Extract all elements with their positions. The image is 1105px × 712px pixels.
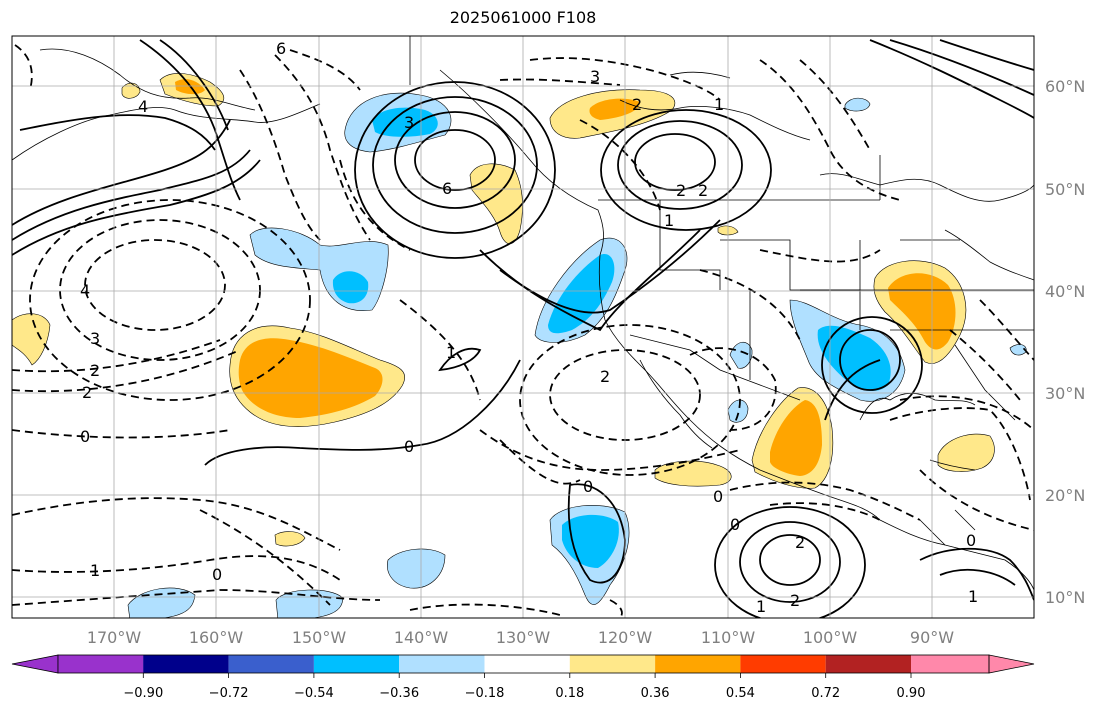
contour-label: 2: [698, 181, 708, 200]
contour-label: 0: [713, 487, 723, 506]
contour-label: 1: [968, 587, 978, 606]
map-frame: [11, 35, 1035, 619]
contour-label: 1: [90, 561, 100, 580]
lon-tick-label: 160°W: [189, 628, 244, 647]
contour-labels: 6 3 4 6 3 2 1 2 2 1 4 3 2 2 0 1 0 2 0 0 …: [80, 39, 978, 616]
contour-label: 0: [966, 531, 976, 550]
pos-anomaly-atlantic-south: [937, 433, 995, 472]
colorbar-tick-label: 0.72: [811, 686, 840, 701]
contour-label: 3: [90, 329, 100, 348]
contour-label: 4: [80, 281, 90, 300]
colorbar-bin: [143, 655, 229, 673]
shaded-anomalies: [12, 73, 1027, 618]
contour-label: 2: [790, 591, 800, 610]
pos-anomaly-west-edge: [12, 313, 51, 366]
contour-label: 0: [80, 427, 90, 446]
lat-tick-label: 10°N: [1045, 588, 1085, 607]
contour-label: 2: [600, 367, 610, 386]
colorbar-tick-label: −0.72: [209, 686, 249, 701]
lon-tick-label: 90°W: [910, 628, 954, 647]
colorbar-tick-label: −0.90: [123, 686, 163, 701]
lon-tick-label: 120°W: [598, 628, 653, 647]
lat-axis: 60°N 50°N 40°N 30°N 20°N 10°N: [1045, 77, 1085, 607]
contour-label: 0: [404, 437, 414, 456]
lat-tick-label: 60°N: [1045, 77, 1085, 96]
contour-label: 2: [90, 361, 100, 380]
lon-tick-label: 100°W: [803, 628, 858, 647]
lon-tick-label: 150°W: [292, 628, 347, 647]
contour-label: 3: [404, 113, 414, 132]
neg-anomaly-canada: [844, 97, 871, 112]
contour-label: 4: [138, 97, 148, 116]
neg-anomaly-hawaii-south: [387, 548, 446, 589]
contour-label: 1: [664, 211, 674, 230]
lon-tick-label: 110°W: [701, 628, 756, 647]
colorbar-bin: [313, 655, 400, 673]
pos-anomaly-south-pacific: [274, 531, 306, 547]
contour-label: 2: [795, 533, 805, 552]
colorbar-tick-label: 0.90: [897, 686, 926, 701]
colorbar-tick-label: 0.36: [641, 686, 670, 701]
colorbar-extend-high: [988, 654, 1035, 674]
colorbar-bin: [911, 655, 989, 673]
contour-label: 0: [730, 515, 740, 534]
colorbar-tick-label: 0.18: [555, 686, 584, 701]
colorbar-extend-low: [11, 654, 59, 674]
borders: [409, 36, 1034, 546]
contours-solid: [12, 39, 1034, 618]
contour-label: 6: [442, 179, 452, 198]
colorbar-bin: [399, 655, 485, 673]
neg-anomaly-mexico: [729, 342, 753, 369]
colorbar-bin: [825, 655, 911, 673]
colorbar-tick-label: −0.36: [379, 686, 419, 701]
graticule: [12, 36, 1034, 618]
contour-label: 2: [632, 95, 642, 114]
contour-label: 6: [276, 39, 286, 58]
contour-label: 2: [82, 383, 92, 402]
contours-dashed: [12, 44, 1034, 618]
colorbar-bin: [655, 655, 741, 673]
colorbar-bin: [740, 655, 826, 673]
colorbar-tick-label: −0.54: [294, 686, 334, 701]
map-panel: 6 3 4 6 3 2 1 2 2 1 4 3 2 2 0 1 0 2 0 0 …: [12, 36, 1034, 618]
contour-label: 1: [756, 597, 766, 616]
contour-label: 3: [590, 67, 600, 86]
contour-label: 1: [714, 95, 724, 114]
lon-tick-label: 140°W: [394, 628, 449, 647]
lat-tick-label: 40°N: [1045, 282, 1085, 301]
colorbar-bin: [58, 655, 144, 673]
colorbar: −0.90 −0.72 −0.54 −0.36 −0.18 0.18 0.36 …: [11, 654, 1035, 701]
colorbar-bin: [484, 655, 570, 673]
lat-tick-label: 50°N: [1045, 180, 1085, 199]
contour-label: 1: [446, 343, 456, 362]
contour-label: 0: [212, 565, 222, 584]
lon-tick-label: 170°W: [87, 628, 142, 647]
lon-tick-label: 130°W: [496, 628, 551, 647]
lat-tick-label: 30°N: [1045, 384, 1085, 403]
contour-label: 0: [583, 477, 593, 496]
lon-axis: 170°W 160°W 150°W 140°W 130°W 120°W 110°…: [87, 628, 954, 647]
colorbar-tick-label: 0.54: [726, 686, 755, 701]
colorbar-tick-label: −0.18: [465, 686, 505, 701]
colorbar-bin: [228, 655, 314, 673]
contour-label: 2: [676, 181, 686, 200]
neg-anomaly-baja: [727, 399, 749, 423]
pos-anomaly-bering: [121, 82, 141, 99]
pos-anomaly-bc-coast: [469, 163, 523, 245]
lat-tick-label: 20°N: [1045, 486, 1085, 505]
map-title: 2025061000 F108: [449, 8, 597, 27]
colorbar-bin: [569, 655, 656, 673]
